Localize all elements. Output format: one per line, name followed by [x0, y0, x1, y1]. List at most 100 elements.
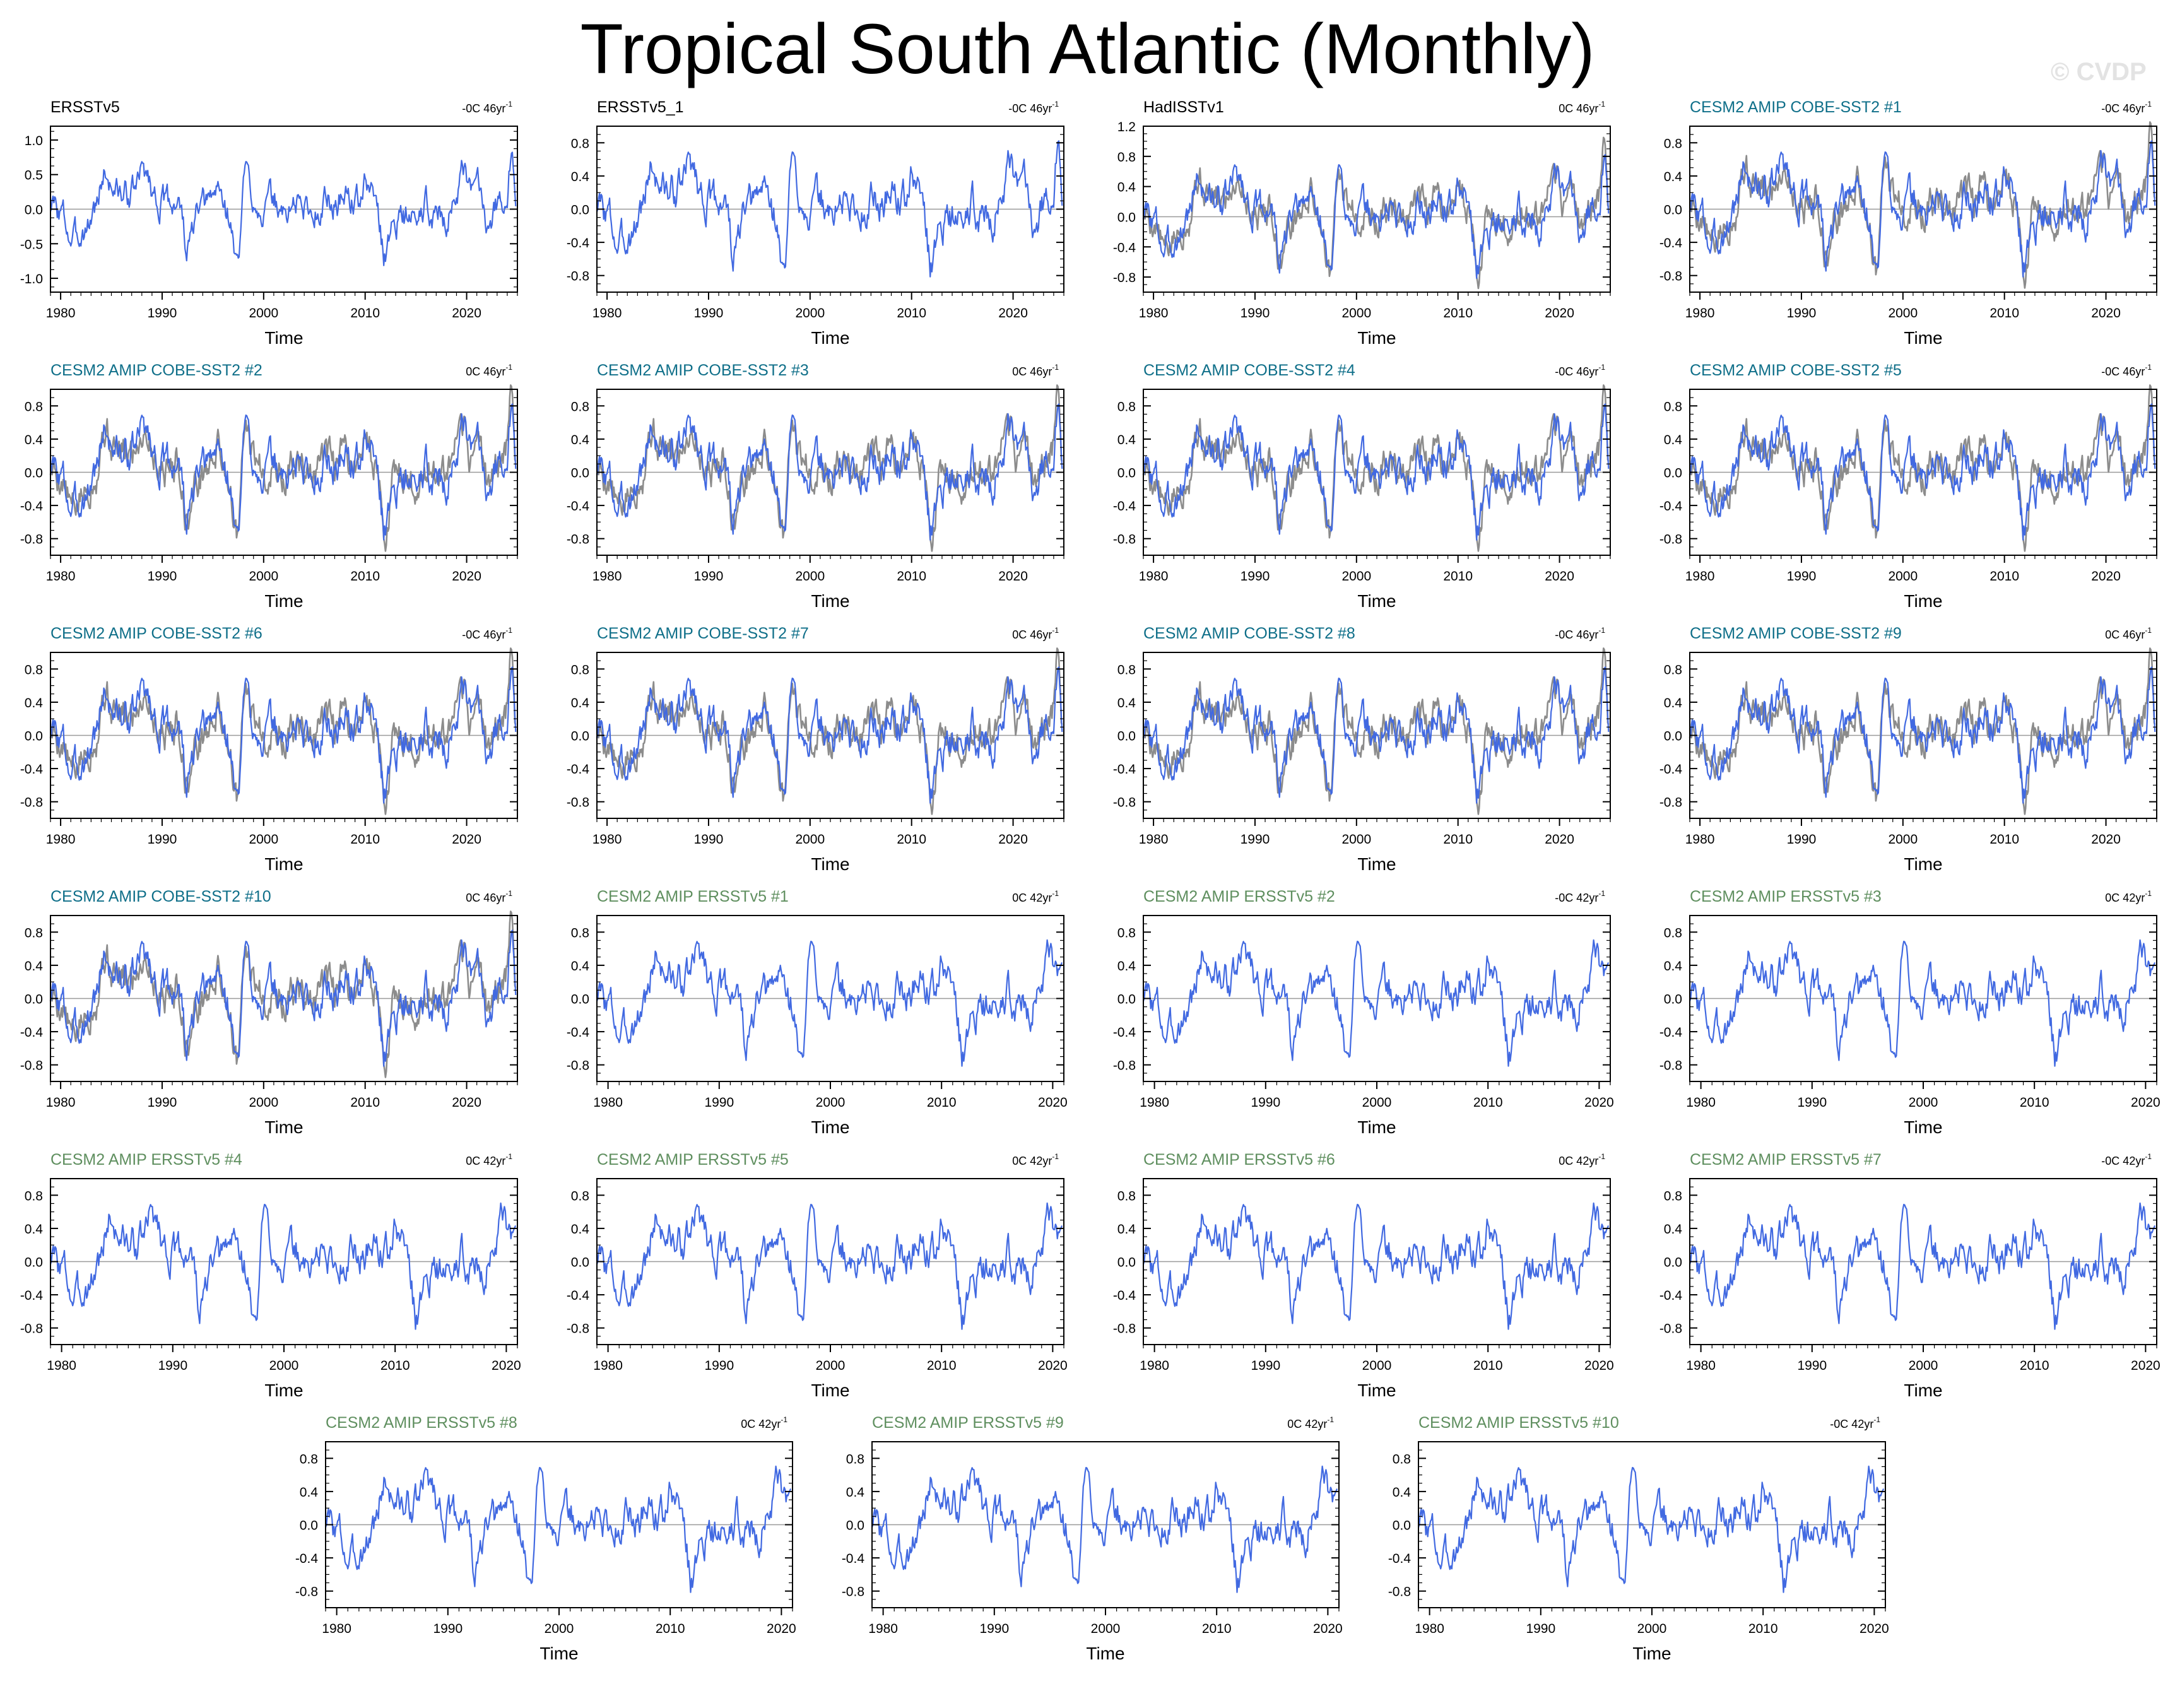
- y-tick-label: 0.0: [25, 466, 43, 481]
- trend-label: 0C 42yr-1: [466, 1152, 512, 1167]
- y-tick-label: -0.4: [20, 499, 44, 514]
- y-tick-label: -0.4: [842, 1552, 865, 1566]
- y-tick-label: 0.4: [571, 1222, 590, 1237]
- y-tick-label: 0.4: [300, 1485, 319, 1500]
- y-tick-label: 0.4: [571, 433, 590, 447]
- y-tick-label: 0.4: [571, 170, 590, 184]
- y-tick-label: -0.4: [20, 762, 44, 777]
- y-tick-label: -0.8: [1113, 1322, 1136, 1336]
- y-tick-label: 0.0: [25, 729, 43, 744]
- panel-title: CESM2 AMIP ERSSTv5 #3: [1690, 888, 1882, 905]
- x-tick-label: 2010: [2020, 1358, 2049, 1373]
- y-tick-label: 0.4: [1117, 433, 1136, 447]
- y-tick-label: 0.0: [1664, 466, 1682, 481]
- x-axis-label: Time: [1904, 1117, 1942, 1137]
- x-tick-label: 1980: [1139, 832, 1169, 847]
- y-tick-label: 0.0: [1117, 210, 1136, 225]
- trend-label: -0C 46yr-1: [2101, 100, 2152, 115]
- y-tick-label: -0.8: [567, 796, 589, 810]
- observed-series-line: [49, 910, 517, 1078]
- y-tick-label: 0.8: [25, 926, 43, 940]
- y-tick-label: 0.0: [1664, 203, 1682, 218]
- x-tick-label: 1980: [1685, 306, 1715, 321]
- panel-title: CESM2 AMIP ERSSTv5 #4: [50, 1151, 242, 1169]
- y-tick-label: -0.4: [1659, 1288, 1683, 1303]
- x-axis-label: Time: [1086, 1644, 1124, 1663]
- x-tick-label: 1990: [1787, 832, 1817, 847]
- y-tick-label: -0.4: [1113, 1288, 1136, 1303]
- panel-7: CESM2 AMIP COBE-SST2 #4 -0C 46yr-1 0.8 0.4 0…: [1113, 362, 1611, 611]
- y-tick-label: -0.8: [1113, 533, 1136, 547]
- panel-20: CESM2 AMIP ERSSTv5 #7 -0C 42yr-1 0.8 0.4 0.0…: [1659, 1151, 2160, 1400]
- x-tick-label: 1990: [1797, 1095, 1827, 1110]
- x-tick-label: 2010: [1443, 832, 1473, 847]
- x-tick-label: 2000: [1888, 569, 1918, 584]
- index-series-line: [596, 403, 1063, 541]
- index-series-line: [49, 929, 517, 1067]
- figure-title: Tropical South Atlantic (Monthly): [580, 9, 1595, 88]
- x-tick-label: 2010: [1989, 569, 2019, 584]
- observed-series-line: [596, 384, 1063, 552]
- x-tick-label: 2020: [1584, 1358, 1614, 1373]
- panel-19: CESM2 AMIP ERSSTv5 #6 0C 42yr-1 0.8 0.4 0.0 -…: [1113, 1151, 1614, 1400]
- x-tick-label: 2000: [1888, 306, 1918, 321]
- y-tick-label: -0.8: [295, 1585, 318, 1599]
- y-tick-label: 0.0: [1393, 1519, 1411, 1533]
- x-tick-label: 2020: [1545, 832, 1574, 847]
- x-tick-label: 1980: [592, 306, 622, 321]
- panel-title: CESM2 AMIP ERSSTv5 #8: [326, 1414, 517, 1432]
- x-tick-label: 2010: [927, 1095, 957, 1110]
- trend-label: -0C 46yr-1: [1008, 100, 1059, 115]
- panel-title: HadISSTv1: [1143, 98, 1224, 116]
- x-tick-label: 2010: [350, 306, 380, 321]
- y-tick-label: 0.8: [25, 1189, 43, 1203]
- x-tick-label: 2010: [1989, 306, 2019, 321]
- y-tick-label: -0.8: [1113, 1059, 1136, 1073]
- y-tick-label: -0.5: [20, 237, 43, 252]
- x-tick-label: 2000: [1909, 1095, 1938, 1110]
- x-tick-label: 2020: [998, 832, 1028, 847]
- panel-16: CESM2 AMIP ERSSTv5 #3 0C 42yr-1 0.8 0.4 0.0 -…: [1659, 888, 2160, 1137]
- y-tick-label: 0.4: [25, 433, 44, 447]
- y-tick-label: 0.8: [571, 663, 589, 677]
- x-tick-label: 1990: [1526, 1622, 1555, 1636]
- index-series-line: [596, 1202, 1063, 1330]
- y-tick-label: -0.8: [1659, 1059, 1682, 1073]
- index-series-line: [1142, 403, 1610, 541]
- panel-title: CESM2 AMIP COBE-SST2 #2: [50, 362, 262, 379]
- y-tick-label: -0.8: [567, 1322, 589, 1336]
- y-tick-label: 0.8: [1664, 926, 1682, 940]
- x-tick-label: 2020: [2091, 306, 2121, 321]
- x-tick-label: 1980: [46, 306, 76, 321]
- y-tick-label: -0.8: [1113, 796, 1136, 810]
- panel-title: ERSSTv5: [50, 98, 120, 116]
- panel-18: CESM2 AMIP ERSSTv5 #5 0C 42yr-1 0.8 0.4 0.0 -…: [567, 1151, 1068, 1400]
- y-tick-label: 0.4: [1117, 180, 1136, 195]
- x-tick-label: 1980: [1686, 1095, 1716, 1110]
- panel-title: CESM2 AMIP ERSSTv5 #5: [597, 1151, 789, 1169]
- y-tick-label: 1.0: [25, 134, 43, 148]
- y-tick-label: 0.4: [1664, 959, 1683, 974]
- x-tick-label: 1980: [322, 1622, 351, 1636]
- y-tick-label: -0.8: [1388, 1585, 1411, 1599]
- y-tick-label: -0.4: [1659, 236, 1683, 250]
- index-series-line: [1142, 154, 1610, 279]
- panel-title: CESM2 AMIP ERSSTv5 #2: [1143, 888, 1335, 905]
- x-tick-label: 1980: [47, 1358, 76, 1373]
- panel-title: CESM2 AMIP ERSSTv5 #10: [1418, 1414, 1619, 1432]
- x-axis-label: Time: [1904, 1381, 1942, 1400]
- x-tick-label: 1980: [868, 1622, 898, 1636]
- x-axis-label: Time: [1357, 591, 1396, 611]
- x-tick-label: 2020: [998, 306, 1028, 321]
- y-tick-label: 0.8: [1664, 399, 1682, 414]
- panel-title: CESM2 AMIP COBE-SST2 #10: [50, 888, 271, 905]
- observed-series-line: [49, 647, 517, 815]
- panel-title: CESM2 AMIP ERSSTv5 #7: [1690, 1151, 1882, 1169]
- observed-series-line: [1689, 121, 2156, 289]
- y-tick-label: 0.0: [1117, 992, 1136, 1007]
- index-series-line: [871, 1465, 1338, 1593]
- panel-12: CESM2 AMIP COBE-SST2 #9 0C 46yr-1 0.8 0.4 0.…: [1659, 625, 2157, 874]
- y-tick-label: 0.4: [25, 696, 44, 710]
- x-tick-label: 1990: [694, 832, 724, 847]
- y-tick-label: 0.8: [571, 926, 589, 940]
